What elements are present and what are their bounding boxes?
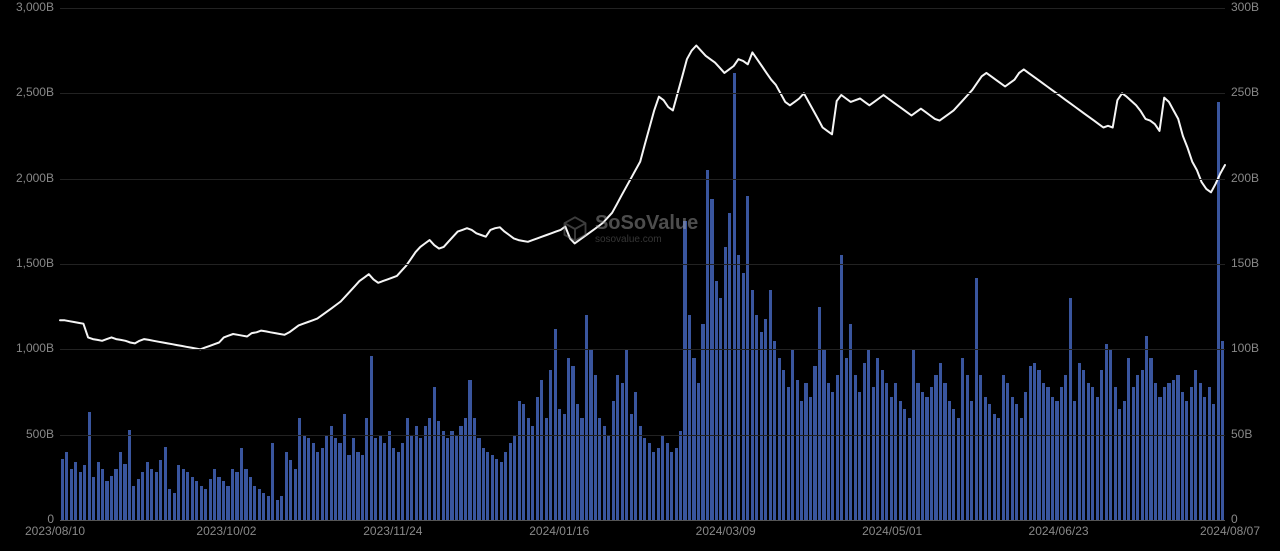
x-tick-label: 2024/01/16 <box>524 524 594 538</box>
grid-line <box>60 93 1225 94</box>
y-right-tick-label: 250B <box>1231 85 1259 99</box>
y-left-tick-label: 1,000B <box>16 341 54 355</box>
grid-line <box>60 435 1225 436</box>
y-left-tick-label: 2,500B <box>16 85 54 99</box>
y-right-tick-label: 300B <box>1231 0 1259 14</box>
x-tick-label: 2023/11/24 <box>358 524 428 538</box>
y-left-tick-label: 3,000B <box>16 0 54 14</box>
y-left-tick-label: 1,500B <box>16 256 54 270</box>
y-right-tick-label: 100B <box>1231 341 1259 355</box>
chart-container: SoSoValue sosovalue.com 00500B50B1,000B1… <box>0 0 1280 551</box>
grid-line <box>60 264 1225 265</box>
grid-line <box>60 8 1225 9</box>
grid-line <box>60 349 1225 350</box>
grid-line <box>60 179 1225 180</box>
y-left-tick-label: 500B <box>26 427 54 441</box>
y-left-tick-label: 2,000B <box>16 171 54 185</box>
x-tick-label: 2024/03/09 <box>691 524 761 538</box>
x-tick-label: 2024/08/07 <box>1190 524 1260 538</box>
y-right-tick-label: 150B <box>1231 256 1259 270</box>
x-tick-label: 2024/06/23 <box>1024 524 1094 538</box>
y-right-tick-label: 50B <box>1231 427 1252 441</box>
x-tick-label: 2023/08/10 <box>25 524 95 538</box>
x-tick-label: 2023/10/02 <box>191 524 261 538</box>
x-tick-label: 2024/05/01 <box>857 524 927 538</box>
y-right-tick-label: 200B <box>1231 171 1259 185</box>
